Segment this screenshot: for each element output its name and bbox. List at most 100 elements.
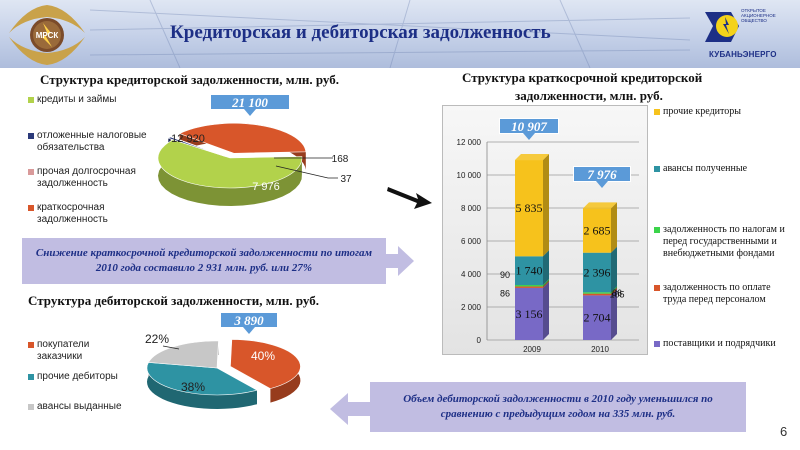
mrsk-logo: МРСК: [9, 5, 85, 65]
credit-structure-title: Структура кредиторской задолженности, мл…: [40, 72, 340, 87]
legend-label: отложенные налоговые обязательства: [37, 130, 147, 153]
legend-label: задолженность по налогам и перед государ…: [663, 224, 785, 259]
pie-side-0: [158, 139, 302, 206]
bar-legend-entry-4: поставщики и подрядчики: [654, 338, 793, 350]
y-tick-label: 8 000: [461, 204, 482, 213]
pie-slice-0: [230, 339, 301, 389]
callout-2010: 7 976: [573, 166, 631, 188]
pie-value-label-3: 7 976: [252, 181, 280, 193]
bar-data-label: 2 685: [584, 224, 611, 238]
y-tick-label: 10 000: [457, 171, 482, 180]
bar-segment: [583, 292, 611, 294]
legend-label: кредиты и займы: [37, 94, 117, 105]
pie-leader-line-2: [275, 165, 338, 179]
legend-swatch: [654, 285, 660, 291]
credit-total-callout: 21 100: [210, 94, 290, 116]
legend-swatch: [28, 169, 34, 175]
bar-segment-side: [611, 246, 617, 293]
bar-segment: [583, 208, 611, 253]
bar-data-label: 2 396: [584, 265, 611, 279]
bar-top: [515, 154, 549, 161]
legend-label: прочая долгосрочная задолженность: [37, 166, 136, 189]
bar-segment-side: [543, 250, 549, 286]
bar-segment-side: [611, 289, 617, 340]
bar-segment-side: [543, 279, 549, 287]
pie-value-label-1: 168: [332, 154, 349, 165]
bar-segment: [515, 285, 543, 287]
bar-data-label: 86: [500, 289, 510, 299]
pie-slice-2: [148, 340, 219, 369]
pie-leader-line-2: [162, 345, 180, 350]
legend-label: покупатели заказчики: [37, 339, 90, 362]
legend-label: авансы выданные: [37, 401, 122, 412]
y-tick-label: 4 000: [461, 270, 482, 279]
bar-segment-side: [543, 281, 549, 340]
bar-segment: [515, 256, 543, 286]
power-line-decoration: [90, 0, 690, 68]
bar-data-label: 3 156: [516, 307, 543, 321]
pie-value-label-2: 22%: [145, 332, 169, 346]
legend-label: прочие дебиторы: [37, 371, 118, 382]
pie-value-label-2: 37: [340, 174, 352, 185]
bar-legend-entry-2: задолженность по налогам и перед государ…: [654, 224, 793, 260]
bar-segment-side: [611, 286, 617, 294]
pie-slice-3: [178, 122, 307, 154]
pie-slice-2: [169, 136, 226, 157]
legend-entry-1: прочие дебиторы: [28, 371, 147, 383]
bar-data-label: 86: [612, 288, 622, 298]
legend-label: краткосрочная задолженность: [37, 202, 108, 225]
legend-swatch: [654, 341, 660, 347]
bar-segment: [515, 287, 543, 340]
legend-swatch: [654, 227, 660, 233]
bar-segment-side: [543, 154, 549, 257]
pie-slice-0: [157, 139, 303, 189]
logo-brand-name: КУБАНЬЭНЕРГО: [709, 50, 777, 59]
pie-side-1: [147, 362, 257, 409]
pie-value-label-0: 40%: [251, 349, 275, 363]
debit-total-callout: 3 890: [220, 312, 278, 334]
legend-swatch: [28, 205, 34, 211]
page-title: Кредиторская и дебиторская задолженность: [170, 22, 551, 43]
bar-data-label: 2 704: [584, 311, 611, 325]
debit-structure-title: Структура дебиторской задолженности, млн…: [28, 293, 319, 308]
legend-entry-0: кредиты и займы: [28, 94, 147, 106]
bar-data-label: 1 740: [516, 264, 543, 278]
bar-chart-frame: 0 2 000 4 000 6 000 8 000 10 000 12 000 3 156 90…: [442, 105, 648, 355]
bar-segment: [515, 286, 543, 288]
short-term-title-line2: задолженности, млн. руб.: [515, 88, 663, 103]
x-tick-label: 2009: [523, 345, 541, 354]
legend-swatch: [28, 97, 34, 103]
header-banner: МРСК Кредиторская и дебиторская задолжен…: [0, 0, 800, 68]
short-term-title-line1: Структура краткосрочной кредиторской: [462, 70, 703, 85]
bar-legend-entry-1: авансы полученные: [654, 163, 793, 175]
bar-data-label: 90: [500, 270, 510, 280]
bar-segment-side: [543, 280, 549, 288]
legend-entry-0: покупатели заказчики: [28, 339, 137, 363]
bar-segment: [583, 295, 611, 340]
legend-swatch: [28, 342, 34, 348]
bar-data-label: 105: [609, 290, 624, 300]
legend-label: прочие кредиторы: [663, 106, 741, 117]
svg-text:МРСК: МРСК: [36, 31, 59, 40]
credit-pie-chart: 12 920 168 37 7 976: [157, 122, 352, 206]
bar-legend-entry-3: задолженность по оплате труда перед перс…: [654, 282, 793, 306]
y-tick-label: 2 000: [461, 303, 482, 312]
legend-swatch: [654, 166, 660, 172]
page-number: 6: [780, 424, 788, 439]
legend-swatch: [28, 133, 34, 139]
y-tick-label: 0: [477, 336, 482, 345]
kubanenergo-logo: ОТКРЫТОЕ АКЦИОНЕРНОЕ ОБЩЕСТВО КУБАНЬЭНЕР…: [703, 6, 797, 64]
note-arrow-left-icon: [330, 393, 372, 425]
pie-slice-1: [146, 362, 258, 396]
legend-entry-2: авансы выданные: [28, 401, 147, 413]
y-tick-label: 12 000: [457, 138, 482, 147]
y-tick-label: 6 000: [461, 237, 482, 246]
credit-reduction-note: Снижение краткосрочной кредиторской задо…: [22, 238, 386, 284]
legend-swatch: [28, 374, 34, 380]
bar-segment: [583, 293, 611, 296]
short-term-bar-chart: 0 2 000 4 000 6 000 8 000 10 000 12 000 3 156 90…: [457, 138, 639, 354]
legend-entry-2: прочая долгосрочная задолженность: [28, 166, 157, 190]
pie-value-label-0: 12 920: [171, 133, 205, 145]
logo-subtitle: ОТКРЫТОЕ АКЦИОНЕРНОЕ ОБЩЕСТВО: [741, 8, 776, 23]
bar-segment-side: [611, 202, 617, 253]
